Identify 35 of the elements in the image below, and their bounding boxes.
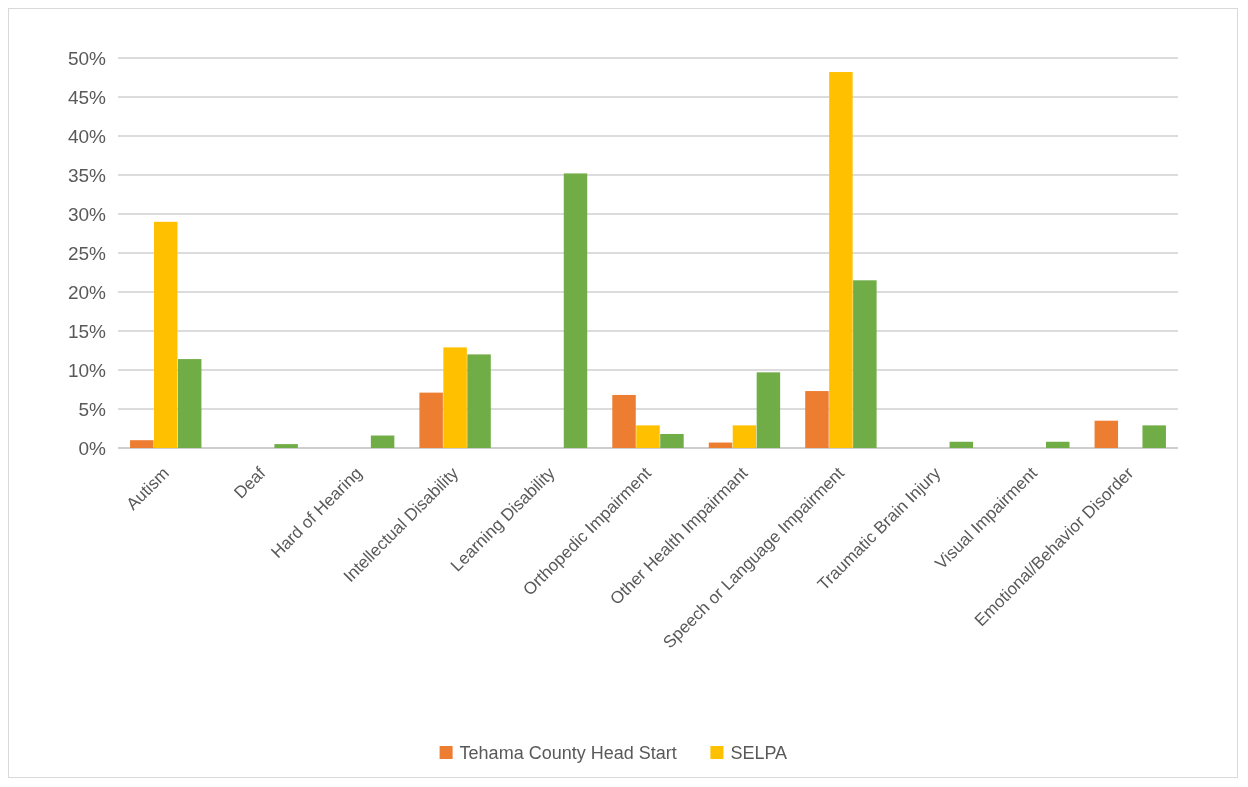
bar xyxy=(1094,420,1119,448)
y-tick-label: 30% xyxy=(67,203,107,225)
y-tick-label: 15% xyxy=(67,320,107,342)
y-tick-label: 10% xyxy=(67,359,107,381)
y-tick-label: 50% xyxy=(67,47,107,69)
bar xyxy=(154,221,178,448)
y-tick-label: 0% xyxy=(78,437,107,459)
bar xyxy=(660,433,684,448)
bar xyxy=(853,280,877,448)
bar xyxy=(756,372,781,448)
bar xyxy=(1142,425,1166,448)
bar xyxy=(419,392,443,448)
bar xyxy=(274,444,298,448)
legend-label: SELPA xyxy=(730,743,788,764)
bar xyxy=(732,425,757,448)
bar xyxy=(370,435,395,448)
y-tick-label: 35% xyxy=(67,164,107,186)
y-tick-label: 25% xyxy=(67,242,107,264)
bar xyxy=(1046,441,1070,448)
bar xyxy=(829,72,853,448)
bar xyxy=(467,354,491,448)
y-tick-label: 45% xyxy=(67,86,107,108)
bar xyxy=(708,442,733,448)
bar xyxy=(130,440,154,448)
bar xyxy=(805,391,829,448)
legend-label: Tehama County Head Start xyxy=(459,743,677,764)
bar xyxy=(563,173,588,448)
y-tick-label: 40% xyxy=(67,125,107,147)
bar xyxy=(636,425,660,448)
bar xyxy=(443,347,467,448)
y-tick-label: 5% xyxy=(78,398,107,420)
bar xyxy=(612,394,636,448)
bar xyxy=(177,359,202,448)
bar xyxy=(949,441,974,448)
y-tick-label: 20% xyxy=(67,281,107,303)
